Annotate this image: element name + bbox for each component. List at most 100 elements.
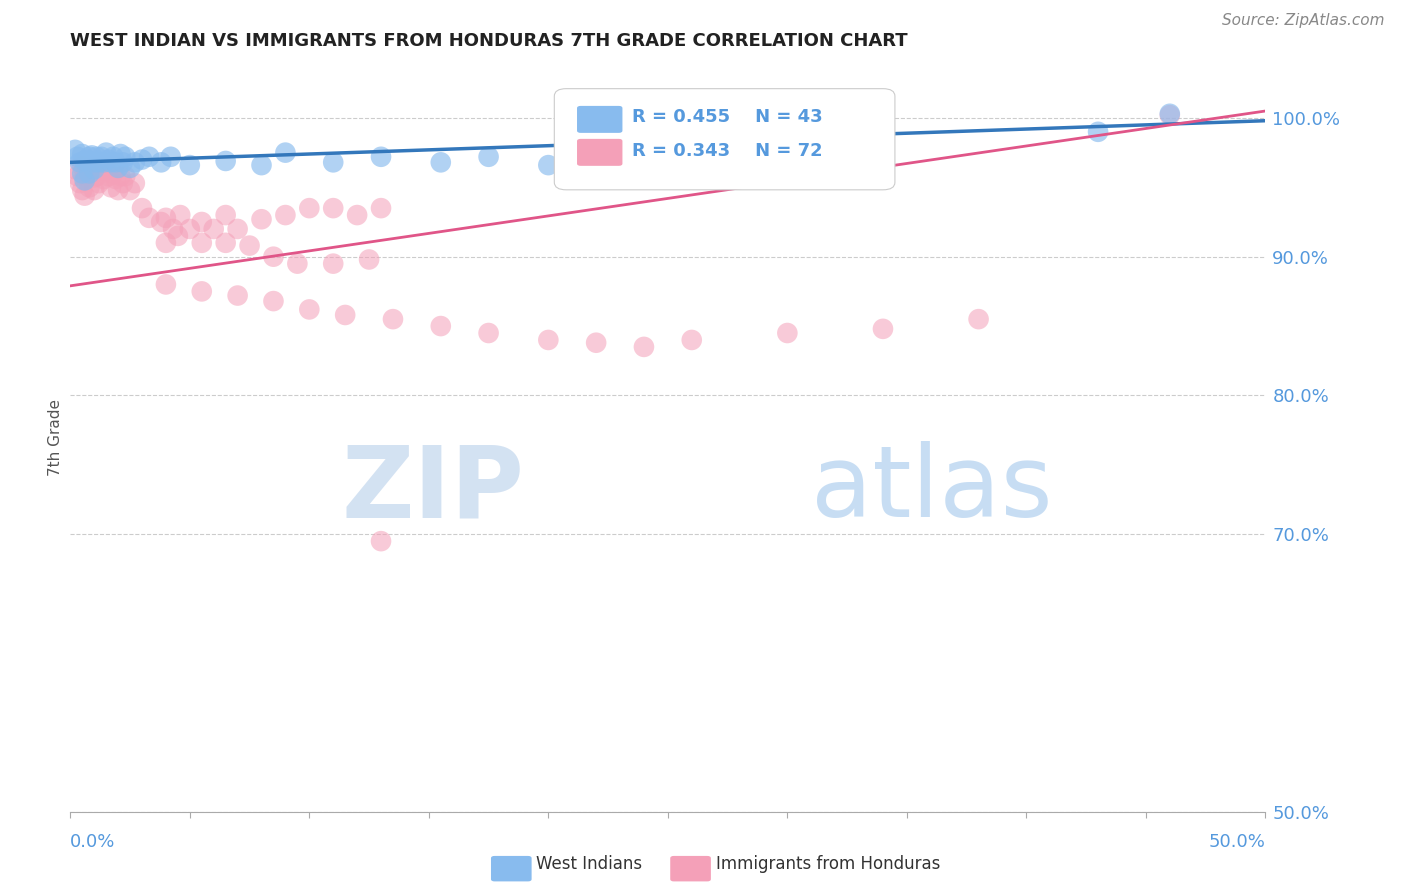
- Point: [124, 155, 146, 169]
- Point: [226, 288, 249, 302]
- Point: [250, 212, 273, 227]
- Point: [73, 169, 96, 184]
- Point: [159, 150, 181, 164]
- Point: [79, 169, 101, 184]
- Point: [93, 172, 115, 186]
- Point: [155, 277, 177, 292]
- Point: [83, 183, 105, 197]
- Point: [87, 155, 110, 169]
- Point: [69, 155, 91, 169]
- Point: [70, 160, 93, 174]
- Point: [83, 162, 105, 177]
- Point: [370, 534, 392, 549]
- Point: [73, 153, 96, 168]
- Text: West Indians: West Indians: [537, 855, 643, 873]
- Point: [96, 163, 117, 178]
- Point: [70, 166, 93, 180]
- Point: [86, 169, 108, 184]
- Point: [681, 333, 703, 347]
- Text: 50.0%: 50.0%: [1209, 832, 1265, 851]
- Point: [1159, 108, 1181, 122]
- Text: 0.0%: 0.0%: [70, 832, 115, 851]
- Point: [124, 176, 146, 190]
- Point: [179, 158, 201, 172]
- Point: [585, 335, 607, 350]
- Point: [166, 228, 188, 243]
- Point: [298, 201, 321, 215]
- Point: [120, 161, 141, 175]
- Text: Immigrants from Honduras: Immigrants from Honduras: [716, 855, 941, 873]
- Point: [111, 155, 134, 169]
- FancyBboxPatch shape: [671, 856, 711, 881]
- Point: [263, 250, 285, 264]
- Point: [274, 145, 297, 160]
- Point: [103, 166, 125, 180]
- Point: [100, 155, 122, 169]
- Point: [335, 308, 357, 322]
- Text: WEST INDIAN VS IMMIGRANTS FROM HONDURAS 7TH GRADE CORRELATION CHART: WEST INDIAN VS IMMIGRANTS FROM HONDURAS …: [70, 32, 908, 50]
- Point: [70, 183, 93, 197]
- Point: [370, 201, 392, 215]
- FancyBboxPatch shape: [491, 856, 531, 881]
- Point: [162, 222, 184, 236]
- Point: [79, 180, 101, 194]
- Point: [1159, 107, 1181, 121]
- Point: [169, 208, 191, 222]
- Point: [83, 170, 105, 185]
- Point: [79, 166, 101, 180]
- Point: [202, 222, 225, 236]
- Point: [86, 150, 108, 164]
- Point: [131, 201, 153, 215]
- Point: [73, 173, 96, 187]
- Point: [872, 322, 894, 336]
- Point: [76, 162, 98, 177]
- Point: [111, 176, 134, 190]
- Point: [214, 235, 236, 250]
- Point: [226, 222, 249, 236]
- Point: [66, 169, 89, 184]
- Point: [263, 294, 285, 309]
- Point: [107, 183, 129, 197]
- Point: [776, 326, 799, 340]
- Point: [110, 169, 132, 184]
- Text: atlas: atlas: [811, 441, 1053, 538]
- Point: [90, 150, 112, 164]
- Point: [478, 326, 501, 340]
- Point: [114, 169, 136, 184]
- Text: ZIP: ZIP: [342, 441, 524, 538]
- Point: [1087, 125, 1109, 139]
- Point: [633, 340, 655, 354]
- Point: [430, 319, 453, 334]
- Point: [287, 257, 309, 271]
- Point: [322, 257, 344, 271]
- Point: [150, 155, 173, 169]
- Point: [537, 158, 560, 172]
- Point: [104, 155, 127, 169]
- Point: [150, 215, 173, 229]
- Point: [346, 208, 368, 222]
- Point: [110, 147, 132, 161]
- Point: [66, 150, 89, 164]
- Point: [191, 215, 214, 229]
- Point: [70, 147, 93, 161]
- Point: [298, 302, 321, 317]
- Point: [73, 188, 96, 202]
- Point: [191, 235, 214, 250]
- Point: [250, 158, 273, 172]
- Point: [214, 208, 236, 222]
- Point: [104, 172, 127, 186]
- Point: [107, 161, 129, 175]
- Point: [155, 211, 177, 225]
- Point: [430, 155, 453, 169]
- Point: [382, 312, 405, 326]
- Point: [97, 153, 120, 167]
- Point: [967, 312, 990, 326]
- Point: [97, 169, 120, 184]
- Point: [191, 285, 214, 299]
- Point: [359, 252, 381, 267]
- FancyBboxPatch shape: [576, 139, 623, 166]
- Point: [79, 150, 101, 164]
- Point: [96, 145, 117, 160]
- Point: [537, 333, 560, 347]
- Point: [83, 155, 105, 169]
